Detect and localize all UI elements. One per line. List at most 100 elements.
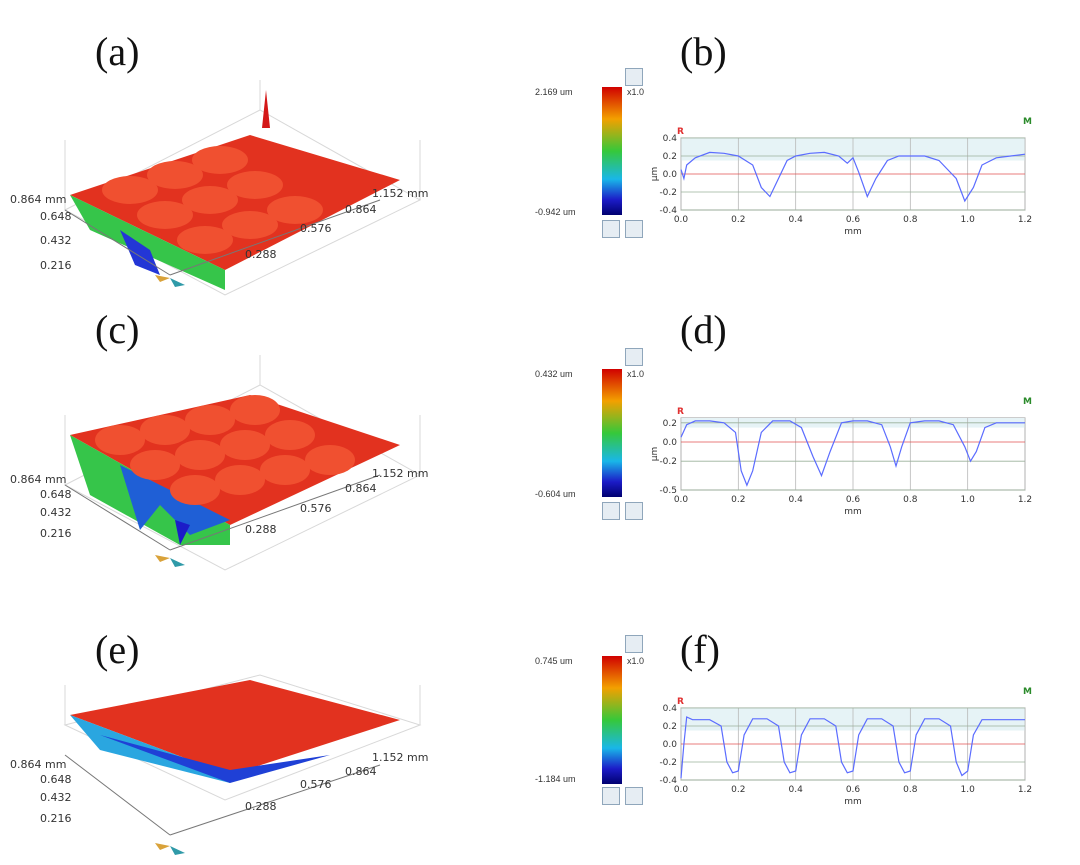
- x-axis-label: mm: [844, 227, 862, 237]
- y-tick-label: 0.0: [663, 740, 678, 750]
- colorbar-e: 0.745 um x1.0 -1.184 um: [535, 632, 660, 805]
- profile-chart-f: 0.0 0.2 0.4 0.6 0.8 1.0 1.2 0.4 0.2 0.0 -0.2 -0.4 mm…: [659, 687, 1032, 807]
- colorbar-gradient: [602, 369, 622, 497]
- surface-y-tick-3: 0.432: [40, 791, 72, 804]
- colorbar-c: 0.432 um x1.0 -0.604 um: [535, 345, 660, 520]
- colorbar-gradient: [602, 656, 622, 784]
- colorbar-max-label: 0.432 um: [535, 369, 573, 379]
- x-tick-label: 0.6: [846, 785, 861, 795]
- scale-down-button[interactable]: [625, 220, 643, 238]
- colorbar-scale-label: x1.0: [627, 87, 645, 97]
- surface-y-tick-3: 0.432: [40, 506, 72, 519]
- marker-r-label: R: [677, 407, 684, 417]
- surface-x-tick-4: 1.152 mm: [372, 467, 428, 480]
- y-tick-label: -0.5: [659, 486, 677, 496]
- x-tick-label: 1.2: [1018, 215, 1032, 225]
- surface-x-tick-1: 0.288: [245, 523, 277, 536]
- surface-grid-box: [63, 80, 422, 296]
- scale-down-button[interactable]: [625, 787, 643, 805]
- panel-label-f: (f): [680, 627, 720, 672]
- surface-x-tick-1: 0.288: [245, 248, 277, 261]
- x-tick-label: 1.2: [1018, 785, 1032, 795]
- x-tick-label: 0.4: [789, 215, 804, 225]
- scale-up-button[interactable]: [625, 348, 643, 366]
- surface-y-tick-4: 0.216: [40, 259, 72, 272]
- x-tick-label: 0.0: [674, 785, 689, 795]
- colorbar-a: 2.169 um x1.0 -0.942 um: [535, 65, 660, 238]
- surface-mesh: [70, 680, 400, 783]
- panel-label-e: (e): [95, 627, 140, 672]
- x-tick-label: 0.4: [789, 785, 804, 795]
- colorbar-max-label: 2.169 um: [535, 87, 573, 97]
- surface-x-tick-1: 0.288: [245, 800, 277, 813]
- profile-chart-b: 0.0 0.2 0.4 0.6 0.8 1.0 1.2 0.4 0.2 0.0 -0.2 -0.4 mm…: [650, 117, 1032, 237]
- surface-x-tick-4: 1.152 mm: [372, 751, 428, 764]
- colorbar-min-label: -0.604 um: [535, 489, 576, 499]
- surface-y-tick-4: 0.216: [40, 527, 72, 540]
- y-tick-label: 0.0: [663, 170, 678, 180]
- profile-series-line: [680, 716, 1025, 779]
- scale-up-button[interactable]: [625, 68, 643, 86]
- marker-m-label: M: [1023, 117, 1032, 127]
- x-tick-label: 0.6: [846, 215, 861, 225]
- panel-label-b: (b): [680, 29, 727, 74]
- orientation-icon: [155, 555, 185, 567]
- panel-label-c: (c): [95, 307, 140, 352]
- y-tick-label: -0.2: [659, 457, 677, 467]
- y-axis-label: μm: [650, 447, 660, 462]
- surface-mesh: [70, 395, 400, 545]
- surface-y-tick-1: 0.864 mm: [10, 193, 66, 206]
- y-tick-label: 0.0: [663, 438, 678, 448]
- surface-y-tick-1: 0.864 mm: [10, 473, 66, 486]
- surface-x-tick-2: 0.576: [300, 502, 332, 515]
- panel-label-d: (d): [680, 307, 727, 352]
- panel-label-a: (a): [95, 29, 140, 74]
- x-tick-label: 1.2: [1018, 495, 1032, 505]
- x-tick-label: 1.0: [961, 495, 976, 505]
- x-tick-label: 0.2: [731, 785, 745, 795]
- x-tick-label: 0.8: [903, 215, 918, 225]
- colorbar-min-label: -1.184 um: [535, 774, 576, 784]
- marker-m-label: M: [1023, 397, 1032, 407]
- y-tick-label: -0.2: [659, 188, 677, 198]
- surface-y-tick-1: 0.864 mm: [10, 758, 66, 771]
- surface-x-tick-3: 0.864: [345, 482, 377, 495]
- surface-y-tick-2: 0.648: [40, 488, 72, 501]
- y-tick-label: -0.4: [659, 776, 677, 786]
- scale-reset-button[interactable]: [602, 502, 620, 520]
- colorbar-gradient: [602, 87, 622, 215]
- x-tick-label: 0.8: [903, 785, 918, 795]
- y-tick-label: -0.2: [659, 758, 677, 768]
- scale-down-button[interactable]: [625, 502, 643, 520]
- profile-series-line: [680, 151, 1026, 203]
- scale-reset-button[interactable]: [602, 220, 620, 238]
- marker-m-label: M: [1023, 687, 1032, 697]
- surface-y-tick-2: 0.648: [40, 210, 72, 223]
- x-axis-label: mm: [844, 797, 862, 807]
- surface-mesh: [70, 90, 400, 290]
- profile-chart-d: 0.0 0.2 0.4 0.6 0.8 1.0 1.2 0.2 0.0 -0.2 -0.5 mm μm R…: [650, 397, 1032, 517]
- surface-y-tick-2: 0.648: [40, 773, 72, 786]
- surface-x-tick-3: 0.864: [345, 765, 377, 778]
- surface-x-tick-2: 0.576: [300, 222, 332, 235]
- colorbar-min-label: -0.942 um: [535, 207, 576, 217]
- y-axis-label: μm: [650, 167, 660, 182]
- y-tick-label: 0.4: [663, 134, 678, 144]
- marker-r-label: R: [677, 127, 684, 137]
- marker-r-label: R: [677, 697, 684, 707]
- x-tick-label: 0.0: [674, 215, 689, 225]
- scale-up-button[interactable]: [625, 635, 643, 653]
- x-tick-label: 0.0: [674, 495, 689, 505]
- x-tick-label: 0.4: [789, 495, 804, 505]
- surface-plot-a: 0.864 mm 0.648 0.432 0.216 0.288 0.576 0…: [10, 80, 428, 296]
- surface-y-tick-3: 0.432: [40, 234, 72, 247]
- surface-x-tick-4: 1.152 mm: [372, 187, 428, 200]
- x-tick-label: 0.2: [731, 215, 745, 225]
- profile-series-line: [680, 420, 1025, 487]
- scale-reset-button[interactable]: [602, 787, 620, 805]
- x-tick-label: 1.0: [961, 785, 976, 795]
- orientation-icon: [155, 843, 185, 855]
- x-tick-label: 0.8: [903, 495, 918, 505]
- colorbar-max-label: 0.745 um: [535, 656, 573, 666]
- colorbar-scale-label: x1.0: [627, 369, 645, 379]
